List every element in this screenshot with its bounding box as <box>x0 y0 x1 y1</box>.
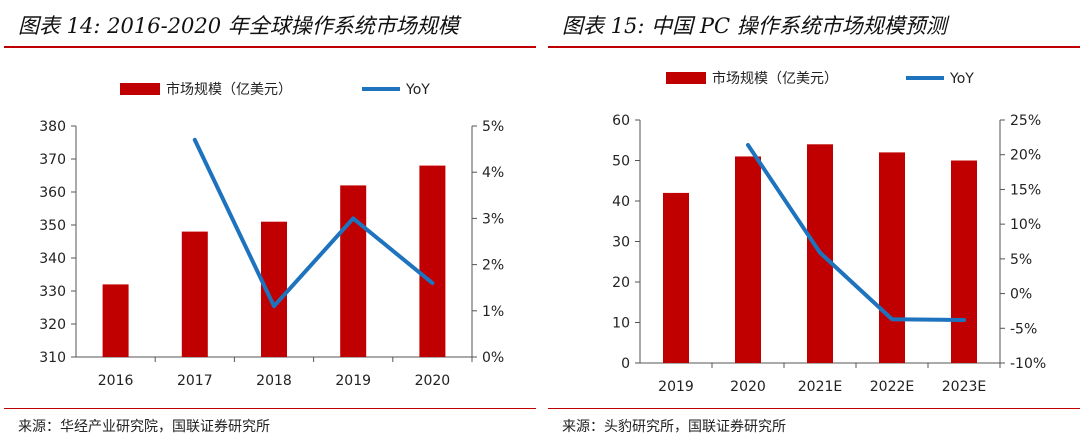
bar <box>102 284 129 357</box>
chart-title: 图表 15: 中国 PC 操作系统市场规模预测 <box>562 14 947 38</box>
legend-bar-swatch <box>666 72 706 84</box>
bar <box>663 192 689 363</box>
left-tick-label: 340 <box>39 251 66 267</box>
x-tick-label: 2020 <box>730 379 766 395</box>
right-tick-label: 10% <box>1010 217 1041 233</box>
left-tick-label: 320 <box>39 317 66 333</box>
bar <box>419 165 446 357</box>
left-tick-label: 330 <box>39 284 66 300</box>
chart-source: 来源：华经产业研究院，国联证券研究所 <box>18 419 270 435</box>
left-tick-label: 0 <box>621 356 630 372</box>
left-tick-label: 40 <box>612 194 630 210</box>
left-tick-label: 20 <box>612 275 630 291</box>
legend-bar-label: 市场规模（亿美元） <box>166 81 292 98</box>
right-tick-label: 1% <box>482 304 504 320</box>
right-tick-label: 4% <box>482 165 504 181</box>
x-tick-label: 2016 <box>98 373 134 389</box>
legend-line-label: YoY <box>405 82 430 98</box>
legend-line-label: YoY <box>949 71 974 87</box>
x-tick-label: 2022E <box>870 379 914 395</box>
chart-panel-china-pc-os: 图表 15: 中国 PC 操作系统市场规模预测 0 10 20 30 40 50 60 -10… <box>548 0 1080 448</box>
source-divider <box>4 408 536 409</box>
source-divider <box>548 408 1080 409</box>
legend-bar-label: 市场规模（亿美元） <box>712 70 838 87</box>
title-divider <box>4 46 536 48</box>
right-tick-label: 3% <box>482 211 504 227</box>
global-os-chart: 310 320 330 340 350 360 370 380 0% 1% 2% 3% 4% 5% 2016… <box>39 81 504 389</box>
title-divider <box>548 46 1080 48</box>
bar <box>340 185 367 357</box>
left-tick-label: 60 <box>612 113 630 129</box>
left-tick-label: 360 <box>39 185 66 201</box>
bar <box>879 152 905 363</box>
right-tick-label: -5% <box>1010 321 1037 337</box>
x-tick-label: 2020 <box>415 373 451 389</box>
x-tick-label: 2019 <box>335 373 371 389</box>
yoy-line <box>192 137 435 309</box>
x-tick-label: 2018 <box>256 373 292 389</box>
right-tick-label: 0% <box>482 350 504 366</box>
left-tick-label: 380 <box>39 119 66 135</box>
left-tick-label: 310 <box>39 350 66 366</box>
x-tick-label: 2017 <box>177 373 213 389</box>
legend-bar-swatch <box>120 83 160 95</box>
left-tick-label: 50 <box>612 154 630 170</box>
chart-title: 图表 14: 2016-2020 年全球操作系统市场规模 <box>18 14 459 38</box>
bar <box>735 156 761 363</box>
chart-panel-global-os: 图表 14: 2016-2020 年全球操作系统市场规模 310 320 330 34… <box>4 0 536 448</box>
right-tick-label: 15% <box>1010 182 1041 198</box>
x-tick-label: 2019 <box>658 379 694 395</box>
yoy-line <box>746 142 966 322</box>
chart-source: 来源：头豹研究所，国联证券研究所 <box>562 419 786 435</box>
right-tick-label: 2% <box>482 258 504 274</box>
right-tick-label: 5% <box>482 119 504 135</box>
right-tick-label: -10% <box>1010 356 1046 372</box>
left-tick-label: 350 <box>39 218 66 234</box>
x-tick-label: 2023E <box>942 379 986 395</box>
right-tick-label: 20% <box>1010 148 1041 164</box>
right-tick-label: 5% <box>1010 252 1032 268</box>
right-tick-label: 25% <box>1010 113 1041 129</box>
x-tick-label: 2021E <box>798 379 842 395</box>
bar <box>951 160 977 363</box>
left-tick-label: 30 <box>612 235 630 251</box>
left-tick-label: 10 <box>612 316 630 332</box>
china-pc-os-chart: 0 10 20 30 40 50 60 -10% -5% 0% 5% 10% 15% 20% 25% 2019… <box>612 70 1046 395</box>
right-tick-label: 0% <box>1010 287 1032 303</box>
left-tick-label: 370 <box>39 152 66 168</box>
bar <box>181 231 208 357</box>
